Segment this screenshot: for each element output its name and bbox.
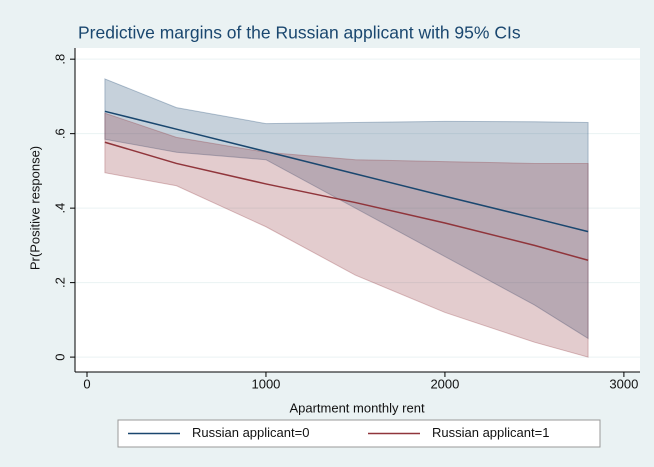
y-axis-label: Pr(Positive response)	[27, 146, 42, 270]
legend-label: Russian applicant=1	[432, 425, 549, 440]
line	[104, 110, 589, 233]
x-tick-label: 1000	[251, 376, 280, 391]
x-tick-label: 3000	[609, 376, 638, 391]
y-tick-label: 0	[52, 353, 67, 360]
y-tick-label: .4	[52, 203, 67, 214]
chart-title: Predictive margins of the Russian applic…	[78, 23, 521, 43]
x-tick-label: 0	[83, 376, 90, 391]
line	[104, 141, 589, 261]
y-tick-label: .6	[52, 128, 67, 139]
ci-band	[104, 78, 589, 340]
legend-box	[117, 419, 601, 448]
plot-area	[75, 48, 640, 372]
y-tick-label: .2	[52, 277, 67, 288]
x-tick-label: 2000	[430, 376, 459, 391]
x-axis-label: Apartment monthly rent	[289, 400, 425, 415]
y-tick-label: .8	[52, 54, 67, 65]
legend-label: Russian applicant=0	[192, 425, 309, 440]
